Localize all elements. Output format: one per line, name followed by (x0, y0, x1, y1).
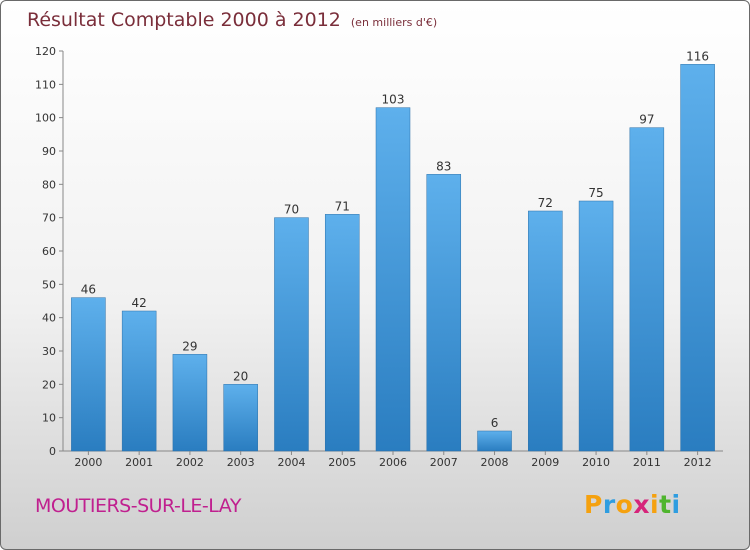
proxiti-logo-letter: P (584, 490, 603, 519)
commune-name: MOUTIERS-SUR-LE-LAY (35, 495, 241, 517)
bar-2004 (274, 217, 309, 452)
bar-value-label: 71 (335, 199, 350, 213)
x-tick-label: 2006 (379, 456, 407, 469)
proxiti-logo-letter: x (633, 490, 650, 519)
proxiti-logo-letter: o (615, 490, 634, 519)
y-tick-label: 110 (35, 78, 56, 91)
y-tick-label: 10 (42, 412, 56, 425)
y-tick-label: 60 (42, 245, 56, 258)
bar-value-label: 103 (382, 93, 405, 107)
bar-2006 (375, 107, 411, 452)
y-tick-label: 20 (42, 378, 56, 391)
x-tick-label: 2007 (430, 456, 458, 469)
bar-2003 (223, 384, 258, 452)
x-tick-label: 2004 (277, 456, 305, 469)
bar-2002 (172, 354, 208, 452)
bar-value-label: 70 (284, 203, 299, 217)
bar-value-label: 20 (233, 369, 248, 383)
x-tick-label: 2011 (633, 456, 661, 469)
x-tick-label: 2001 (125, 456, 153, 469)
proxiti-logo-letter: r (602, 490, 616, 519)
y-tick-label: 0 (49, 445, 56, 458)
x-tick-label: 2002 (176, 456, 204, 469)
y-tick-label: 90 (42, 145, 56, 158)
bar-value-label: 42 (132, 296, 147, 310)
bar-value-label: 75 (588, 186, 603, 200)
bar-2012 (680, 64, 715, 452)
x-tick-label: 2012 (684, 456, 712, 469)
y-tick-label: 80 (42, 178, 56, 191)
chart-subtitle: (en milliers d'€) (350, 16, 438, 29)
bar-value-label: 97 (639, 113, 654, 127)
proxiti-logo-letter: t (659, 490, 672, 519)
y-tick-label: 30 (42, 345, 56, 358)
bar-2000 (71, 297, 106, 452)
bar-2001 (121, 310, 157, 452)
bar-value-label: 83 (436, 159, 451, 173)
bar-2005 (324, 214, 360, 452)
y-tick-label: 50 (42, 278, 56, 291)
title-row: Résultat Comptable 2000 à 2012 (en millie… (27, 9, 437, 31)
x-tick-label: 2005 (328, 456, 356, 469)
bar-value-label: 72 (538, 196, 553, 210)
proxiti-logo: Proxiti (584, 490, 681, 519)
x-tick-label: 2003 (227, 456, 255, 469)
y-tick-label: 70 (42, 212, 56, 225)
bar-2009 (528, 210, 563, 452)
bar-value-label: 6 (491, 416, 499, 430)
y-tick-label: 100 (35, 112, 56, 125)
y-tick-label: 120 (35, 45, 56, 58)
y-tick-label: 40 (42, 312, 56, 325)
proxiti-logo-letter: i (671, 490, 681, 519)
x-tick-label: 2010 (582, 456, 610, 469)
proxiti-logo-letter: i (650, 490, 660, 519)
bar-2007 (426, 174, 462, 452)
bar-2010 (578, 200, 614, 452)
bar-value-label: 29 (182, 339, 197, 353)
bar-value-label: 116 (686, 49, 709, 63)
chart-title: Résultat Comptable 2000 à 2012 (27, 9, 341, 31)
x-tick-label: 2009 (531, 456, 559, 469)
bar-value-label: 46 (81, 283, 96, 297)
bar-2011 (629, 127, 665, 452)
x-tick-label: 2000 (74, 456, 102, 469)
x-tick-label: 2008 (481, 456, 509, 469)
bar-2008 (477, 430, 512, 452)
